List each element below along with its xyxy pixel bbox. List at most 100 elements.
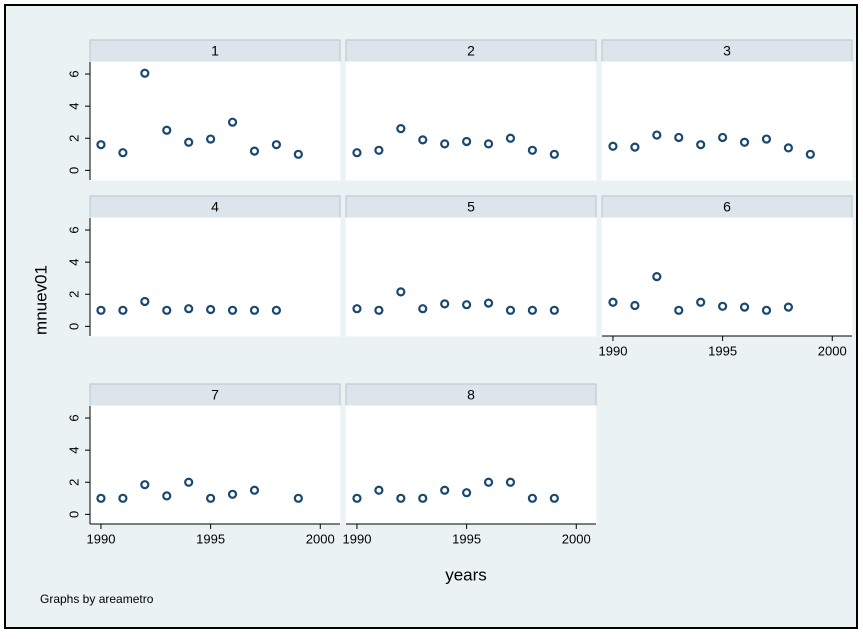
plot-area <box>89 405 341 525</box>
point <box>549 493 559 503</box>
plot-area <box>345 217 597 337</box>
point <box>249 146 260 156</box>
x-tick-label: 1990 <box>599 343 628 358</box>
panel-title: 3 <box>723 43 731 59</box>
point <box>293 493 303 503</box>
point <box>462 300 472 310</box>
point <box>206 134 216 144</box>
plot-area <box>345 61 597 181</box>
point <box>271 140 282 150</box>
point <box>483 139 494 149</box>
point <box>462 136 472 147</box>
y-axis-label: mnuev01 <box>31 265 50 335</box>
point <box>718 301 728 311</box>
plot-area <box>601 61 853 181</box>
point <box>396 287 406 297</box>
x-tick-label: 2000 <box>562 531 591 546</box>
y-tick-label: 0 <box>66 323 81 330</box>
x-tick-label: 1990 <box>343 531 372 546</box>
point <box>527 493 538 503</box>
point <box>696 297 706 307</box>
point <box>206 304 216 315</box>
point <box>483 298 494 308</box>
point <box>527 305 538 315</box>
plot-area <box>89 217 341 337</box>
point <box>352 148 362 158</box>
point <box>352 493 362 503</box>
point <box>505 133 516 143</box>
point <box>761 305 772 315</box>
panel-title: 2 <box>467 43 475 59</box>
point <box>527 145 538 155</box>
point <box>718 132 728 143</box>
point <box>184 477 194 487</box>
point <box>674 305 684 315</box>
point <box>674 132 684 143</box>
point <box>549 149 559 159</box>
panel-title: 7 <box>211 387 219 403</box>
point <box>440 139 450 149</box>
y-tick-label: 6 <box>66 226 81 233</box>
y-tick-label: 4 <box>66 447 81 454</box>
y-tick-label: 0 <box>66 511 81 518</box>
point <box>652 130 662 140</box>
point <box>630 142 640 152</box>
plot-area <box>89 61 341 181</box>
point <box>118 305 128 315</box>
plot-area <box>601 217 853 337</box>
plot-area <box>345 405 597 525</box>
point <box>418 135 428 145</box>
x-tick-label: 2000 <box>306 531 335 546</box>
point <box>374 305 384 315</box>
point <box>227 117 238 127</box>
point <box>505 305 516 315</box>
point <box>118 148 128 158</box>
point <box>783 143 794 153</box>
y-tick-label: 2 <box>66 479 81 486</box>
point <box>184 137 194 147</box>
point <box>739 137 750 147</box>
point <box>96 140 106 150</box>
point <box>396 493 406 503</box>
point <box>227 305 238 315</box>
point <box>608 297 618 307</box>
point <box>374 485 384 495</box>
y-tick-label: 0 <box>66 167 81 174</box>
x-tick-label: 1990 <box>87 531 116 546</box>
panel-title: 8 <box>467 387 475 403</box>
point <box>206 493 216 503</box>
point <box>652 271 662 282</box>
point <box>505 477 516 487</box>
y-tick-label: 4 <box>66 103 81 110</box>
y-tick-label: 4 <box>66 259 81 266</box>
point <box>162 125 172 135</box>
point <box>140 68 150 78</box>
point <box>374 145 384 155</box>
point <box>227 489 238 499</box>
point <box>162 305 172 315</box>
point <box>396 124 406 134</box>
point <box>440 485 450 495</box>
point <box>440 299 450 309</box>
point <box>184 304 194 314</box>
y-tick-label: 6 <box>66 70 81 77</box>
y-tick-label: 2 <box>66 135 81 142</box>
panel-title: 6 <box>723 199 731 215</box>
note: Graphs by areametro <box>40 592 154 606</box>
x-tick-label: 2000 <box>818 343 847 358</box>
x-tick-label: 1995 <box>708 343 737 358</box>
point <box>761 134 772 144</box>
point <box>162 491 172 501</box>
point <box>96 305 106 315</box>
x-tick-label: 1995 <box>196 531 225 546</box>
point <box>630 300 640 311</box>
point <box>118 493 128 503</box>
point <box>249 305 260 315</box>
point <box>739 302 750 312</box>
x-axis-label: years <box>445 565 487 584</box>
point <box>783 302 794 312</box>
point <box>249 485 260 495</box>
point <box>140 480 150 490</box>
panel-title: 1 <box>211 43 219 59</box>
